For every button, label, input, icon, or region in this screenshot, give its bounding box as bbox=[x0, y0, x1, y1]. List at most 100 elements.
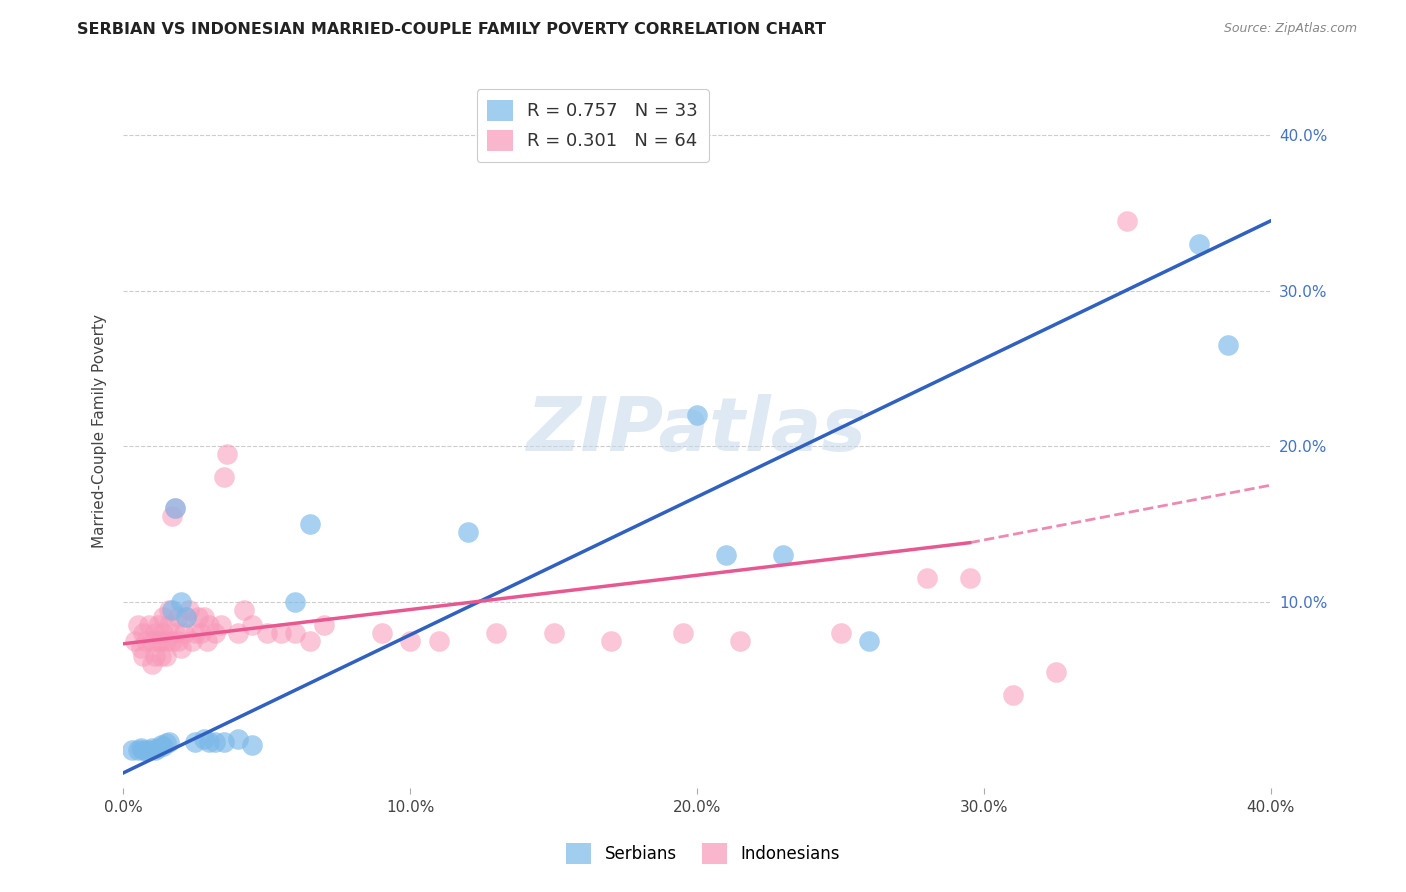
Point bbox=[155, 633, 177, 648]
Point bbox=[728, 633, 751, 648]
Point bbox=[1216, 338, 1239, 352]
Point bbox=[176, 610, 198, 624]
Point bbox=[146, 741, 169, 756]
Point bbox=[166, 610, 188, 624]
Point bbox=[226, 731, 249, 746]
Point bbox=[127, 742, 149, 756]
Point bbox=[242, 618, 264, 632]
Point bbox=[166, 633, 188, 648]
Point bbox=[160, 602, 183, 616]
Point bbox=[427, 633, 450, 648]
Point bbox=[457, 524, 479, 539]
Point bbox=[232, 602, 254, 616]
Point bbox=[135, 744, 157, 758]
Point bbox=[163, 501, 186, 516]
Point bbox=[686, 408, 709, 422]
Point bbox=[1188, 237, 1211, 252]
Point bbox=[143, 742, 166, 756]
Point bbox=[915, 572, 938, 586]
Point bbox=[141, 633, 163, 648]
Point bbox=[714, 548, 737, 562]
Point bbox=[163, 501, 186, 516]
Point bbox=[830, 626, 852, 640]
Point bbox=[195, 633, 218, 648]
Point bbox=[173, 626, 195, 640]
Point bbox=[204, 626, 226, 640]
Point bbox=[198, 618, 221, 632]
Point bbox=[772, 548, 794, 562]
Point bbox=[146, 633, 169, 648]
Point bbox=[138, 742, 160, 756]
Legend: Serbians, Indonesians: Serbians, Indonesians bbox=[560, 837, 846, 871]
Point bbox=[212, 470, 235, 484]
Text: ZIPatlas: ZIPatlas bbox=[527, 394, 868, 467]
Point bbox=[152, 739, 174, 754]
Point bbox=[242, 738, 264, 752]
Point bbox=[298, 516, 321, 531]
Point bbox=[284, 595, 307, 609]
Point bbox=[209, 618, 232, 632]
Point bbox=[157, 735, 180, 749]
Point bbox=[270, 626, 292, 640]
Point bbox=[314, 618, 336, 632]
Point bbox=[600, 633, 623, 648]
Point bbox=[129, 641, 152, 656]
Point bbox=[1116, 213, 1139, 227]
Point bbox=[124, 633, 146, 648]
Text: SERBIAN VS INDONESIAN MARRIED-COUPLE FAMILY POVERTY CORRELATION CHART: SERBIAN VS INDONESIAN MARRIED-COUPLE FAM… bbox=[77, 22, 827, 37]
Point bbox=[176, 610, 198, 624]
Point bbox=[135, 633, 157, 648]
Point bbox=[399, 633, 422, 648]
Point bbox=[184, 626, 207, 640]
Point bbox=[959, 572, 981, 586]
Point bbox=[152, 626, 174, 640]
Point bbox=[1001, 688, 1024, 702]
Point bbox=[179, 602, 201, 616]
Point bbox=[146, 618, 169, 632]
Point bbox=[141, 657, 163, 671]
Text: Source: ZipAtlas.com: Source: ZipAtlas.com bbox=[1223, 22, 1357, 36]
Point bbox=[187, 610, 209, 624]
Point bbox=[157, 602, 180, 616]
Point bbox=[170, 641, 193, 656]
Point bbox=[190, 626, 212, 640]
Point bbox=[138, 618, 160, 632]
Point bbox=[132, 626, 155, 640]
Point bbox=[127, 618, 149, 632]
Point bbox=[132, 742, 155, 756]
Point bbox=[256, 626, 278, 640]
Point bbox=[215, 447, 238, 461]
Point bbox=[160, 633, 183, 648]
Point bbox=[163, 626, 186, 640]
Point bbox=[121, 742, 143, 756]
Point bbox=[149, 738, 172, 752]
Point bbox=[370, 626, 392, 640]
Point bbox=[184, 735, 207, 749]
Point bbox=[149, 633, 172, 648]
Point bbox=[226, 626, 249, 640]
Point bbox=[858, 633, 880, 648]
Point bbox=[160, 509, 183, 524]
Point bbox=[129, 741, 152, 756]
Point bbox=[170, 595, 193, 609]
Point bbox=[181, 633, 204, 648]
Point bbox=[149, 649, 172, 664]
Point bbox=[672, 626, 695, 640]
Point bbox=[193, 610, 215, 624]
Point bbox=[204, 735, 226, 749]
Point bbox=[485, 626, 508, 640]
Point bbox=[143, 649, 166, 664]
Point bbox=[284, 626, 307, 640]
Point bbox=[157, 618, 180, 632]
Legend: R = 0.757   N = 33, R = 0.301   N = 64: R = 0.757 N = 33, R = 0.301 N = 64 bbox=[477, 89, 709, 161]
Point bbox=[1045, 665, 1067, 679]
Point bbox=[155, 736, 177, 750]
Point bbox=[543, 626, 565, 640]
Point bbox=[143, 626, 166, 640]
Point bbox=[212, 735, 235, 749]
Y-axis label: Married-Couple Family Poverty: Married-Couple Family Poverty bbox=[93, 314, 107, 548]
Point bbox=[152, 610, 174, 624]
Point bbox=[132, 649, 155, 664]
Point bbox=[141, 741, 163, 756]
Point bbox=[155, 649, 177, 664]
